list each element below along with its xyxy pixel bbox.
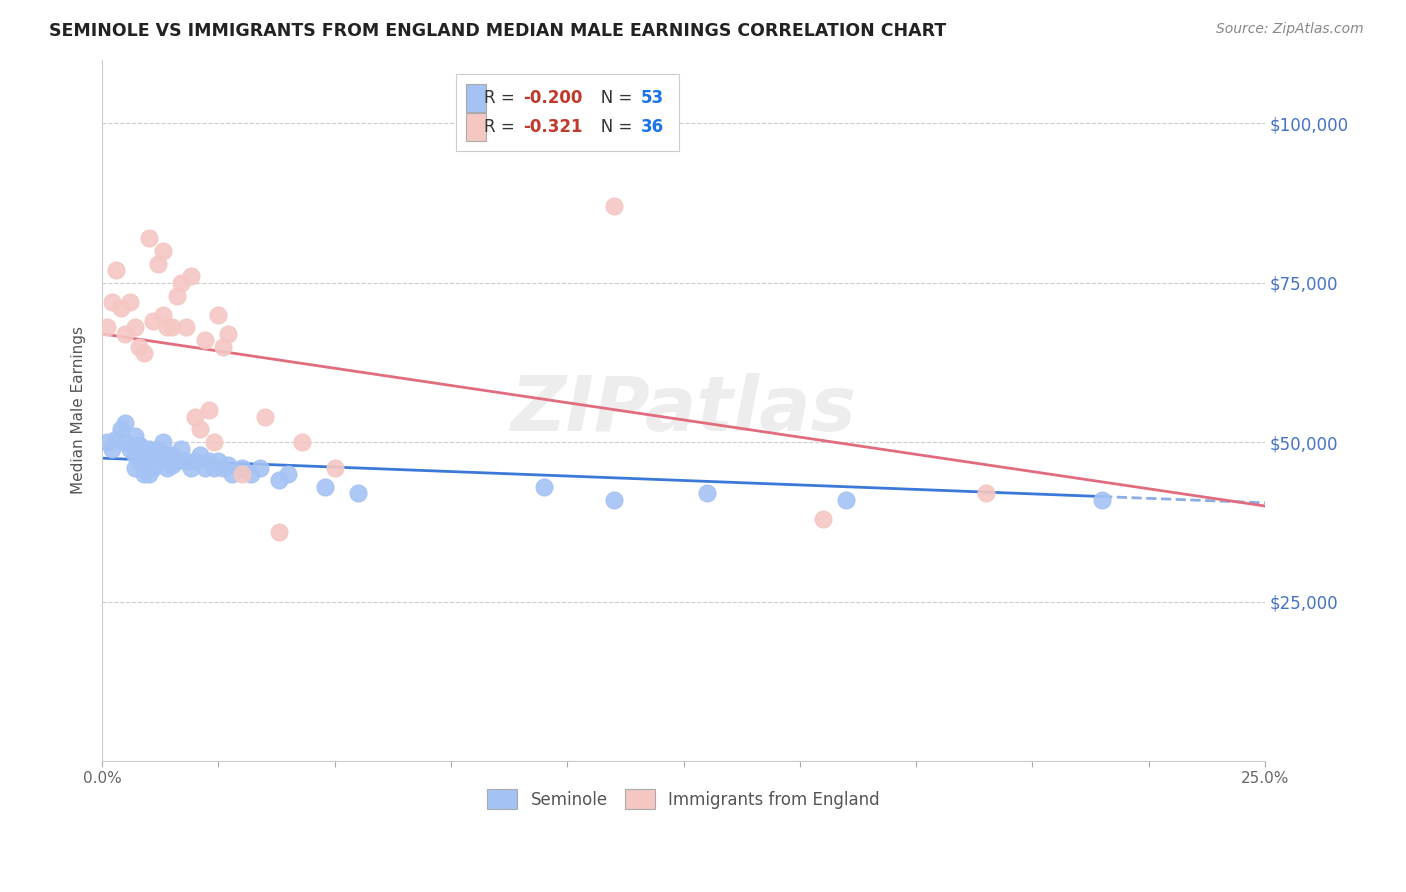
- Point: [212, 460, 235, 475]
- Point: [128, 340, 150, 354]
- Point: [105, 263, 128, 277]
- Legend: Seminole, Immigrants from England: Seminole, Immigrants from England: [481, 782, 886, 816]
- Text: Source: ZipAtlas.com: Source: ZipAtlas.com: [1216, 22, 1364, 37]
- Point: [174, 454, 197, 468]
- Y-axis label: Median Male Earnings: Median Male Earnings: [72, 326, 86, 494]
- Point: [603, 492, 626, 507]
- Point: [533, 480, 555, 494]
- Point: [114, 326, 136, 341]
- Point: [138, 454, 160, 468]
- Point: [249, 460, 271, 475]
- Point: [207, 454, 229, 468]
- Point: [132, 451, 155, 466]
- Point: [142, 460, 165, 475]
- Point: [267, 474, 290, 488]
- Point: [156, 460, 179, 475]
- Point: [146, 442, 169, 456]
- Point: [180, 269, 202, 284]
- Point: [124, 460, 146, 475]
- Point: [198, 403, 221, 417]
- Point: [152, 435, 174, 450]
- Point: [207, 308, 229, 322]
- Point: [152, 451, 174, 466]
- Point: [240, 467, 263, 482]
- Point: [291, 435, 314, 450]
- Point: [160, 448, 183, 462]
- Point: [138, 442, 160, 456]
- Point: [202, 460, 225, 475]
- Point: [142, 314, 165, 328]
- Point: [132, 442, 155, 456]
- Point: [180, 460, 202, 475]
- Point: [100, 442, 122, 456]
- Point: [170, 442, 193, 456]
- Point: [696, 486, 718, 500]
- Point: [193, 333, 215, 347]
- Point: [114, 416, 136, 430]
- Point: [188, 422, 211, 436]
- Point: [114, 435, 136, 450]
- Point: [128, 438, 150, 452]
- Point: [156, 448, 179, 462]
- Point: [124, 448, 146, 462]
- Point: [124, 320, 146, 334]
- Point: [160, 458, 183, 472]
- Point: [193, 460, 215, 475]
- Point: [100, 294, 122, 309]
- Point: [184, 409, 207, 424]
- Point: [110, 301, 132, 316]
- Point: [603, 199, 626, 213]
- Point: [811, 512, 834, 526]
- Text: ZIPatlas: ZIPatlas: [510, 374, 856, 448]
- Point: [231, 467, 253, 482]
- Point: [198, 454, 221, 468]
- Text: SEMINOLE VS IMMIGRANTS FROM ENGLAND MEDIAN MALE EARNINGS CORRELATION CHART: SEMINOLE VS IMMIGRANTS FROM ENGLAND MEDI…: [49, 22, 946, 40]
- Point: [152, 308, 174, 322]
- Point: [347, 486, 370, 500]
- Point: [132, 346, 155, 360]
- Point: [128, 454, 150, 468]
- Point: [323, 460, 346, 475]
- Point: [835, 492, 858, 507]
- Point: [152, 244, 174, 258]
- Point: [974, 486, 997, 500]
- Point: [96, 435, 118, 450]
- Point: [142, 444, 165, 458]
- Point: [146, 257, 169, 271]
- Point: [120, 294, 142, 309]
- Point: [110, 422, 132, 436]
- Point: [166, 288, 188, 302]
- Point: [277, 467, 299, 482]
- Point: [124, 429, 146, 443]
- Point: [120, 442, 142, 456]
- Point: [188, 448, 211, 462]
- Point: [174, 320, 197, 334]
- Point: [184, 454, 207, 468]
- Point: [105, 432, 128, 446]
- Point: [146, 454, 169, 468]
- Point: [1091, 492, 1114, 507]
- Point: [212, 340, 235, 354]
- Point: [138, 231, 160, 245]
- Point: [217, 326, 239, 341]
- Point: [138, 467, 160, 482]
- Point: [96, 320, 118, 334]
- Point: [166, 454, 188, 468]
- Point: [253, 409, 276, 424]
- Point: [217, 458, 239, 472]
- Point: [170, 276, 193, 290]
- Point: [221, 467, 243, 482]
- Point: [132, 467, 155, 482]
- Point: [231, 460, 253, 475]
- Point: [156, 320, 179, 334]
- Point: [160, 320, 183, 334]
- Point: [314, 480, 336, 494]
- Point: [267, 524, 290, 539]
- Point: [202, 435, 225, 450]
